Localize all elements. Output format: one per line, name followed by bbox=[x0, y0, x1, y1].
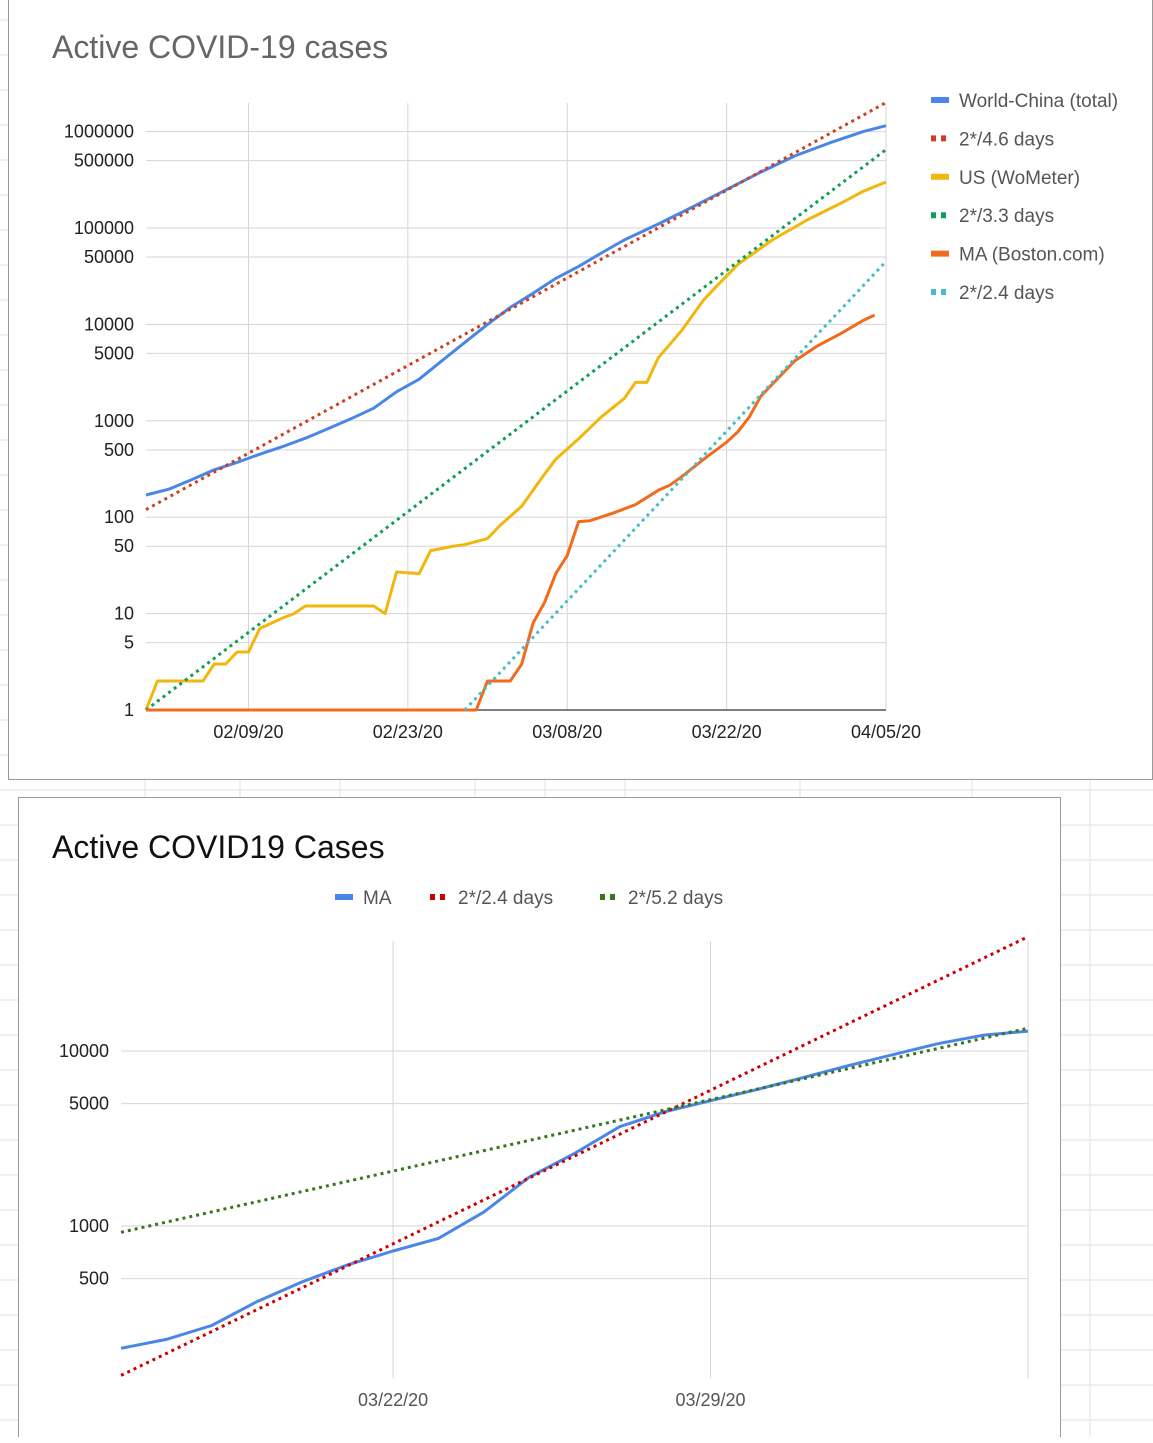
y-tick-label: 500000 bbox=[74, 151, 134, 171]
series-line bbox=[144, 180, 887, 711]
x-tick-label: 03/22/20 bbox=[358, 1390, 428, 1410]
x-tick-label: 03/29/20 bbox=[676, 1390, 746, 1410]
x-tick-label: 02/23/20 bbox=[373, 722, 443, 742]
series-line bbox=[145, 101, 887, 511]
legend-label: 2*/3.3 days bbox=[959, 206, 1054, 227]
chart-title: Active COVID-19 cases bbox=[52, 29, 388, 65]
x-tick-label: 02/09/20 bbox=[213, 722, 283, 742]
chart-2: Active COVID19 Cases 500 1000 5000 10000 03/2… bbox=[52, 829, 1029, 1410]
legend-label: World-China (total) bbox=[959, 91, 1118, 112]
chart-title: Active COVID19 Cases bbox=[52, 829, 385, 865]
legend-label: MA bbox=[363, 888, 392, 909]
chart-card-1[interactable]: Active COVID-19 cases 1 5 10 50 100 500 1000 500… bbox=[8, 0, 1153, 780]
series-line bbox=[463, 260, 888, 712]
y-tick-label: 1000 bbox=[69, 1216, 109, 1236]
legend-label: 2*/2.4 days bbox=[458, 888, 553, 909]
x-tick-label: 04/05/20 bbox=[851, 722, 921, 742]
y-tick-label: 500 bbox=[79, 1269, 109, 1289]
chart-card-2[interactable]: Active COVID19 Cases 500 1000 5000 10000 03/2… bbox=[18, 797, 1061, 1437]
y-tick-label: 10000 bbox=[84, 314, 134, 334]
y-tick-label: 50 bbox=[114, 536, 134, 556]
y-tick-label: 100000 bbox=[74, 218, 134, 238]
series-line bbox=[120, 1026, 1029, 1234]
y-tick-label: 10 bbox=[114, 604, 134, 624]
y-tick-label: 10000 bbox=[59, 1041, 109, 1061]
series-line bbox=[145, 148, 887, 712]
x-tick-label: 03/22/20 bbox=[692, 722, 762, 742]
y-tick-label: 100 bbox=[104, 507, 134, 527]
y-tick-label: 50000 bbox=[84, 247, 134, 267]
y-tick-label: 1000000 bbox=[64, 122, 134, 142]
y-tick-label: 5 bbox=[124, 633, 134, 653]
legend-label: US (WoMeter) bbox=[959, 168, 1080, 189]
series-line bbox=[120, 1029, 1029, 1350]
y-tick-label: 5000 bbox=[69, 1094, 109, 1114]
legend-label: 2*/5.2 days bbox=[628, 888, 723, 909]
x-tick-label: 03/08/20 bbox=[532, 722, 602, 742]
series-line bbox=[146, 313, 876, 712]
chart-1: Active COVID-19 cases 1 5 10 50 100 500 1000 500… bbox=[52, 29, 1118, 742]
series-line bbox=[120, 935, 1029, 1377]
legend-label: 2*/4.6 days bbox=[959, 129, 1054, 150]
series-line bbox=[145, 124, 887, 497]
y-tick-label: 1 bbox=[124, 700, 134, 720]
legend-label: 2*/2.4 days bbox=[959, 283, 1054, 304]
y-tick-label: 5000 bbox=[94, 343, 134, 363]
y-tick-label: 1000 bbox=[94, 411, 134, 431]
y-tick-label: 500 bbox=[104, 440, 134, 460]
legend-label: MA (Boston.com) bbox=[959, 245, 1105, 266]
